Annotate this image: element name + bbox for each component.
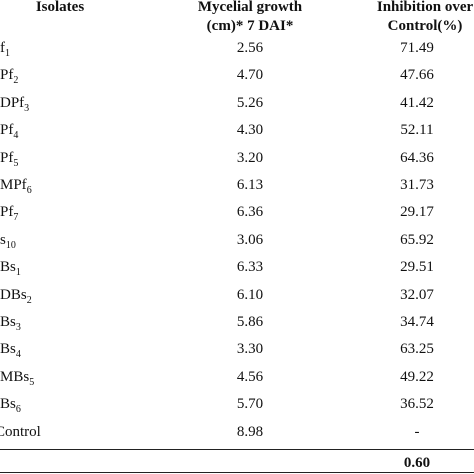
header-inhibition-line2: Control(%) [387,18,463,34]
isolate-cell: Bs3 [0,313,21,337]
isolate-name: DBs [0,286,27,303]
isolate-subscript: 3 [24,102,30,114]
inhibition-value: 71.49 [400,40,434,56]
growth-value: 4.56 [236,368,264,385]
inhibition-value: 63.25 [400,341,434,358]
inhibition-value: 41.42 [400,94,434,111]
growth-value: 6.36 [236,204,264,221]
isolate-subscript: 3 [15,322,21,333]
isolate-cell: Pf7 [0,203,18,227]
isolate-cell: Pf4 [0,121,18,145]
inhibition-value: 29.17 [400,204,434,221]
isolate-name: s [0,231,6,248]
isolate-cell: Bs1 [0,258,21,282]
isolate-cell: Pf5 [0,149,18,173]
isolate-name: Bs [0,341,16,358]
isolate-subscript: 5 [29,376,35,388]
inhibition-value: 29.51 [400,259,434,276]
growth-value: 4.70 [236,67,264,84]
inhibition-value: 52.11 [400,122,434,139]
growth-value: 2.56 [236,40,264,56]
isolate-cell: MPf6 [0,176,32,200]
isolate-subscript: 4 [15,349,21,361]
growth-value: 5.70 [236,396,264,413]
header-growth-line2: (cm)* 7 DAI* [206,18,294,34]
inhibition-value: - [414,423,420,440]
growth-value: 6.10 [236,286,264,303]
growth-value: 3.30 [236,341,264,358]
isolate-cell: Bs4 [0,340,21,364]
isolate-name: MPf [0,177,27,193]
isolate-subscript: 6 [15,404,21,416]
header-isolates: Isolates [35,0,85,15]
inhibition-value: 65.92 [400,231,434,248]
inhibition-value: 34.74 [400,314,434,330]
isolate-cell: DBs2 [0,286,32,310]
isolate-name: f [0,40,5,56]
isolate-name: Bs [0,396,16,413]
isolate-cell: DPf3 [0,94,29,118]
isolate-name: Bs [0,259,16,276]
footer-value: 0.60 [403,455,431,471]
isolate-cell: MBs5 [0,368,34,392]
isolate-subscript: 2 [26,294,32,306]
growth-value: 3.06 [236,231,264,248]
isolate-subscript: 6 [26,185,32,196]
isolate-cell: Control [0,423,41,441]
isolate-name: Control [0,423,41,440]
inhibition-value: 47.66 [400,67,434,84]
isolate-name: Pf [0,204,14,221]
growth-value: 5.26 [236,94,264,111]
isolate-cell: Bs6 [0,395,21,419]
isolate-subscript: 7 [13,212,19,224]
header-inhibition-line1: Inhibition over [376,0,474,15]
isolate-cell: s10 [0,231,16,255]
isolate-subscript: 10 [5,239,16,251]
isolate-name: Bs [0,314,16,330]
isolate-cell: f1 [0,39,10,63]
isolate-subscript: 1 [15,267,21,279]
isolate-name: MBs [0,368,30,385]
growth-value: 6.33 [236,259,264,276]
inhibition-value: 36.52 [400,396,434,413]
isolate-subscript: 5 [13,157,19,169]
growth-value: 5.86 [236,314,264,330]
isolate-name: Pf [0,149,14,166]
growth-value: 4.30 [236,122,264,139]
isolate-subscript: 1 [5,48,10,59]
inhibition-value: 32.07 [400,286,434,303]
table-rule [0,449,474,450]
inhibition-value: 31.73 [400,177,434,193]
isolate-subscript: 4 [13,130,19,142]
isolate-name: DPf [0,94,25,111]
inhibition-value: 49.22 [400,368,434,385]
isolate-name: Pf [0,67,14,84]
isolate-name: Pf [0,122,14,139]
header-growth-line1: Mycelial growth [197,0,303,15]
isolate-subscript: 2 [13,75,19,87]
growth-value: 6.13 [236,177,264,193]
isolate-cell: Pf2 [0,66,18,90]
growth-value: 3.20 [236,149,264,166]
growth-value: 8.98 [236,423,264,440]
table-rule [0,472,474,473]
inhibition-value: 64.36 [400,149,434,166]
